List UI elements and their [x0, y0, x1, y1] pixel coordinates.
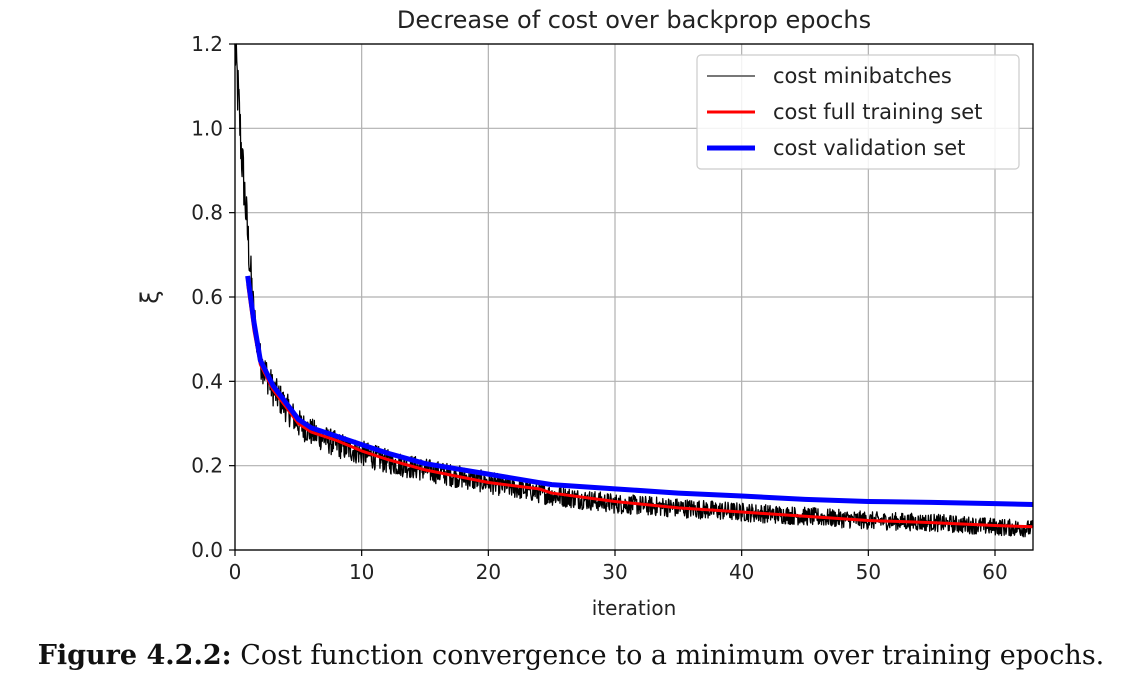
legend-box — [696, 54, 1020, 170]
series-line-cost-minibatches — [234, 43, 1034, 538]
figure-caption: Figure 4.2.2: Cost function convergence … — [0, 640, 1142, 671]
legend-label: cost full training set — [773, 100, 982, 124]
x-tick-label: 20 — [476, 560, 501, 584]
series-layer — [234, 43, 1034, 538]
x-tick-label: 40 — [729, 560, 754, 584]
ticks: 0 10 20 30 40 50 60 0.0 0.2 0.4 0.6 0.8 1.0 1.2 — [191, 32, 1008, 584]
y-tick-label: 0.2 — [191, 454, 223, 478]
legend: cost minibatches cost full training set co… — [696, 54, 1020, 170]
x-axis-label: iteration — [592, 596, 677, 620]
x-tick-label: 60 — [982, 560, 1007, 584]
series-line-cost-full-training-set — [246, 284, 1034, 529]
cost-chart: Decrease of cost over backprop epochs 0 1… — [136, 6, 1034, 620]
x-tick-label: 0 — [229, 560, 242, 584]
caption-text: Cost function convergence to a minimum o… — [231, 640, 1105, 671]
legend-label: cost validation set — [773, 136, 965, 160]
y-tick-label: 1.2 — [191, 32, 223, 56]
x-tick-label: 10 — [349, 560, 374, 584]
chart-title: Decrease of cost over backprop epochs — [397, 6, 871, 34]
y-tick-label: 0.4 — [191, 369, 223, 393]
x-tick-label: 50 — [856, 560, 881, 584]
y-tick-label: 0.6 — [191, 285, 223, 309]
legend-label: cost minibatches — [773, 64, 952, 88]
series-line-cost-validation-set — [245, 275, 1034, 507]
x-tick-label: 30 — [602, 560, 627, 584]
y-tick-label: 1.0 — [191, 116, 223, 140]
y-axis-label: ξ — [136, 290, 164, 303]
y-tick-label: 0.0 — [191, 538, 223, 562]
y-tick-label: 0.8 — [191, 201, 223, 225]
caption-label: Figure 4.2.2: — [37, 640, 232, 671]
